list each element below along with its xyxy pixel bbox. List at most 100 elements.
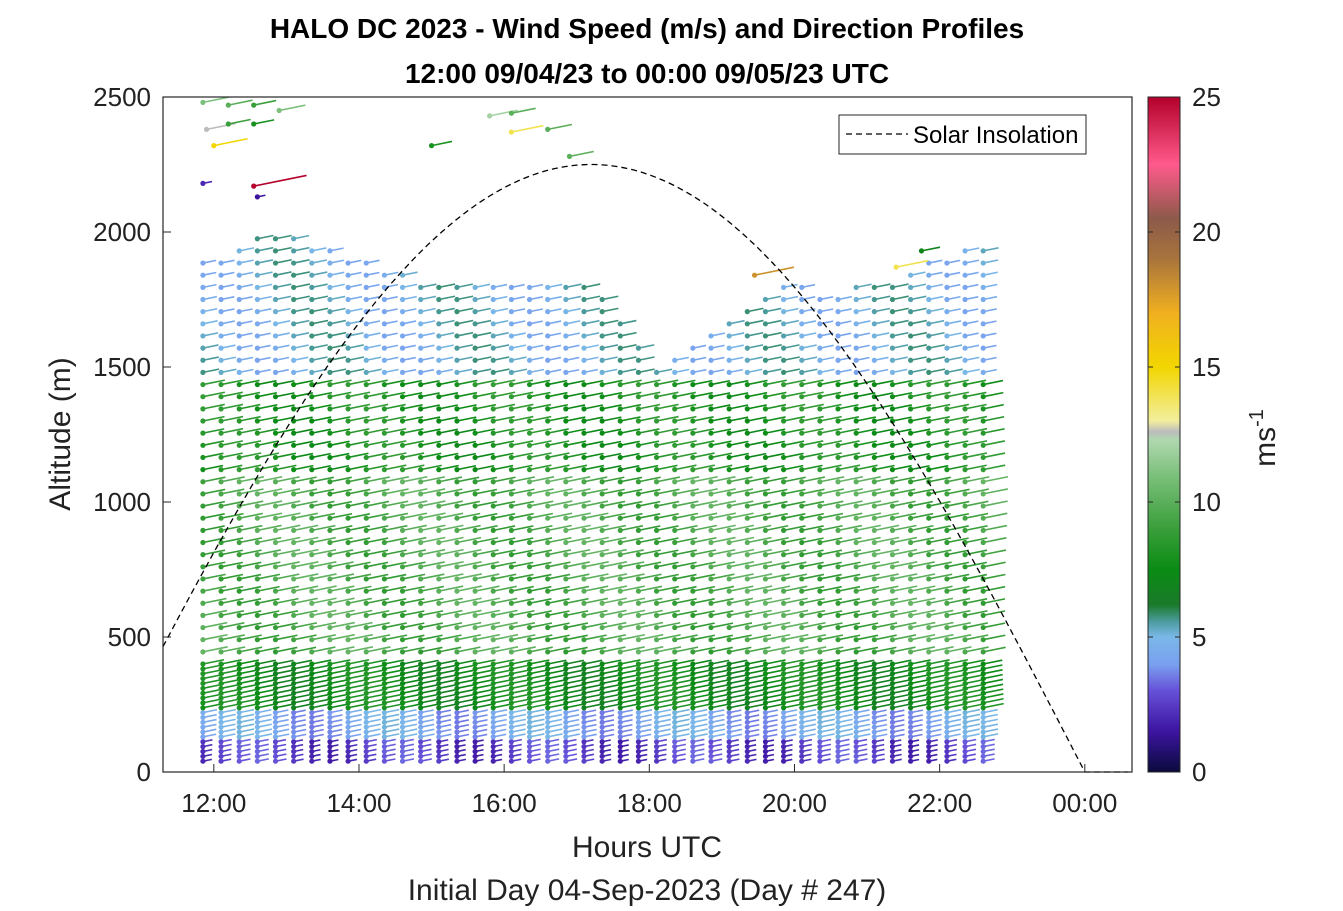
wind-barb-point bbox=[853, 624, 859, 631]
wind-barb-point bbox=[472, 394, 478, 400]
wind-barb-point bbox=[817, 685, 823, 691]
wind-barb-point bbox=[272, 552, 279, 558]
wind-barb-point bbox=[526, 515, 533, 521]
wind-barb-point bbox=[780, 576, 787, 582]
wind-barb bbox=[293, 452, 314, 459]
wind-barb-point bbox=[581, 666, 587, 672]
wind-barb-point bbox=[472, 685, 478, 691]
wind-barb bbox=[547, 634, 570, 641]
wind-barb bbox=[837, 379, 858, 386]
wind-barb-point bbox=[272, 321, 279, 327]
wind-barb bbox=[547, 536, 572, 544]
wind-barb-point bbox=[200, 357, 206, 363]
wind-barb bbox=[402, 673, 422, 680]
wind-barb bbox=[511, 573, 534, 580]
wind-barb-point bbox=[581, 564, 587, 570]
wind-barb-point bbox=[799, 624, 805, 631]
wind-barb bbox=[910, 646, 935, 653]
wind-barb bbox=[837, 452, 860, 459]
wind-barb bbox=[202, 428, 225, 434]
wind-barb-point bbox=[472, 321, 478, 327]
wind-barb-point bbox=[980, 753, 986, 759]
wind-barb-point bbox=[908, 739, 914, 745]
wind-barb-point bbox=[635, 588, 642, 594]
wind-barb-point bbox=[926, 675, 932, 682]
wind-barb bbox=[202, 391, 226, 398]
wind-barb-point bbox=[436, 624, 442, 631]
wind-barb-point bbox=[926, 758, 932, 764]
wind-barb bbox=[710, 678, 730, 685]
wind-barb-point bbox=[817, 600, 823, 606]
wind-barb bbox=[964, 610, 988, 617]
wind-barb-point bbox=[708, 637, 714, 643]
wind-barb-point bbox=[672, 442, 678, 448]
wind-barb-point bbox=[908, 442, 914, 448]
wind-barb-point bbox=[690, 671, 696, 677]
wind-barb-point bbox=[436, 695, 442, 701]
wind-barb-point bbox=[599, 734, 605, 740]
wind-barb-point bbox=[762, 454, 769, 461]
wind-barb bbox=[311, 488, 335, 495]
wind-barb bbox=[765, 416, 786, 422]
wind-barb bbox=[874, 573, 899, 580]
wind-barb bbox=[384, 573, 407, 580]
wind-barb-point bbox=[889, 357, 896, 363]
wind-barb-point bbox=[672, 714, 678, 721]
wind-barb bbox=[456, 585, 482, 592]
wind-barb-point bbox=[744, 369, 750, 375]
wind-barb-point bbox=[327, 369, 333, 375]
wind-barb bbox=[946, 573, 970, 580]
wind-barb-point bbox=[418, 744, 424, 750]
wind-barb-point bbox=[436, 612, 442, 619]
wind-barb-point bbox=[225, 121, 231, 127]
wind-barb bbox=[438, 283, 456, 289]
wind-barb-point bbox=[254, 680, 260, 687]
wind-barb bbox=[765, 403, 787, 410]
wind-barb-point bbox=[545, 442, 551, 448]
wind-barb bbox=[874, 440, 894, 447]
wind-barb-point bbox=[926, 576, 932, 582]
wind-barb-point bbox=[980, 357, 986, 363]
wind-barb bbox=[275, 683, 294, 690]
wind-barb bbox=[601, 548, 627, 556]
wind-barb-point bbox=[436, 552, 442, 558]
wind-barb bbox=[964, 646, 989, 653]
wind-barb-point bbox=[817, 381, 823, 388]
wind-barb-point bbox=[980, 685, 986, 691]
wind-barb-point bbox=[309, 734, 315, 740]
wind-barb bbox=[438, 622, 463, 629]
wind-barb bbox=[257, 246, 274, 252]
wind-barb-point bbox=[291, 467, 297, 473]
wind-barb-point bbox=[962, 637, 968, 643]
wind-barb-point bbox=[889, 724, 896, 730]
wind-barb-point bbox=[418, 479, 424, 485]
wind-barb bbox=[837, 622, 861, 629]
wind-barb bbox=[892, 646, 916, 653]
wind-barb bbox=[438, 703, 458, 709]
wind-barb-point bbox=[363, 321, 369, 327]
x-tick-label: 12:00 bbox=[181, 788, 246, 818]
wind-barb-point bbox=[944, 666, 950, 672]
wind-barb-point bbox=[799, 503, 805, 509]
wind-barb-point bbox=[780, 671, 787, 677]
wind-barb bbox=[529, 500, 554, 507]
wind-barb-point bbox=[508, 333, 515, 339]
wind-barb-point bbox=[726, 576, 732, 582]
wind-barb-point bbox=[272, 739, 279, 745]
wind-barb bbox=[311, 464, 331, 471]
wind-barb bbox=[728, 500, 754, 507]
wind-barb-point bbox=[236, 739, 242, 745]
wind-barb-point bbox=[236, 729, 242, 735]
wind-barb-point bbox=[363, 734, 369, 740]
wind-barb-point bbox=[962, 272, 968, 278]
wind-barb-point bbox=[853, 503, 859, 509]
wind-barb-point bbox=[853, 333, 859, 339]
wind-barb-point bbox=[309, 260, 315, 266]
wind-barb-point bbox=[399, 675, 406, 682]
wind-barb-point bbox=[291, 296, 297, 303]
wind-barb-point bbox=[254, 194, 260, 200]
wind-barb bbox=[311, 561, 337, 568]
wind-barb-point bbox=[454, 661, 460, 667]
wind-barb bbox=[583, 585, 609, 592]
wind-barb-point bbox=[744, 345, 750, 351]
